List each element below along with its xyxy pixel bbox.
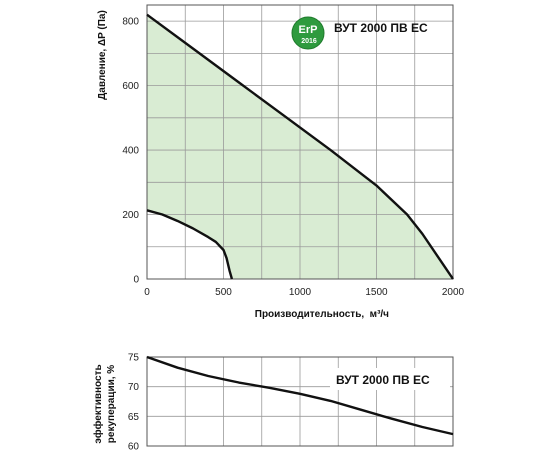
y-tick-label: 0 (133, 275, 139, 286)
y-tick-label: 800 (122, 17, 139, 28)
efficiency-y-axis-label-line2: рекуперации, % (106, 365, 117, 444)
y-tick-label: 60 (128, 442, 140, 450)
efficiency-chart-title: ВУТ 2000 ПВ ЕС (336, 373, 430, 387)
y-tick-label: 400 (122, 146, 139, 157)
efficiency-title-box (330, 368, 450, 390)
x-tick-label: 0 (144, 287, 150, 298)
efficiency-y-ticks: 60 65 70 75 (128, 353, 140, 450)
x-tick-label: 500 (215, 287, 232, 298)
efficiency-curve-line (146, 355, 454, 436)
erp-badge-year: 2016 (301, 38, 317, 45)
pressure-curves (146, 13, 454, 280)
y-tick-label: 70 (128, 382, 140, 393)
y-tick-label: 200 (122, 210, 139, 221)
erp-2016-badge-icon: ErP 2016 (291, 16, 325, 50)
erp-badge-label: ErP (299, 24, 318, 36)
efficiency-chart: 60 65 70 75 эффективность рекуперации, % ВУ… (92, 353, 454, 450)
pressure-x-ticks: 0 500 1000 1500 2000 (144, 287, 464, 298)
y-tick-label: 75 (128, 353, 140, 364)
efficiency-plot-frame (146, 356, 454, 447)
pressure-x-axis-label: Производительность, м³/ч (255, 309, 389, 320)
min-speed-curve (146, 209, 234, 280)
pressure-chart-title: ВУТ 2000 ПВ ЕС (334, 21, 428, 35)
pressure-chart: 0 500 1000 1500 2000 0 200 400 600 800 Давление,… (97, 4, 465, 320)
x-tick-label: 2000 (442, 287, 465, 298)
efficiency-curve (146, 355, 454, 436)
max-speed-curve (146, 13, 454, 280)
y-tick-label: 65 (128, 412, 140, 423)
pressure-y-ticks: 0 200 400 600 800 (122, 17, 139, 286)
pressure-plot-frame (146, 4, 454, 280)
pressure-y-axis-label: Давление, ΔP (Па) (97, 10, 108, 100)
x-tick-label: 1500 (365, 287, 388, 298)
x-tick-label: 1000 (289, 287, 312, 298)
y-tick-label: 600 (122, 81, 139, 92)
efficiency-y-axis-label-line1: эффективность (92, 364, 104, 443)
